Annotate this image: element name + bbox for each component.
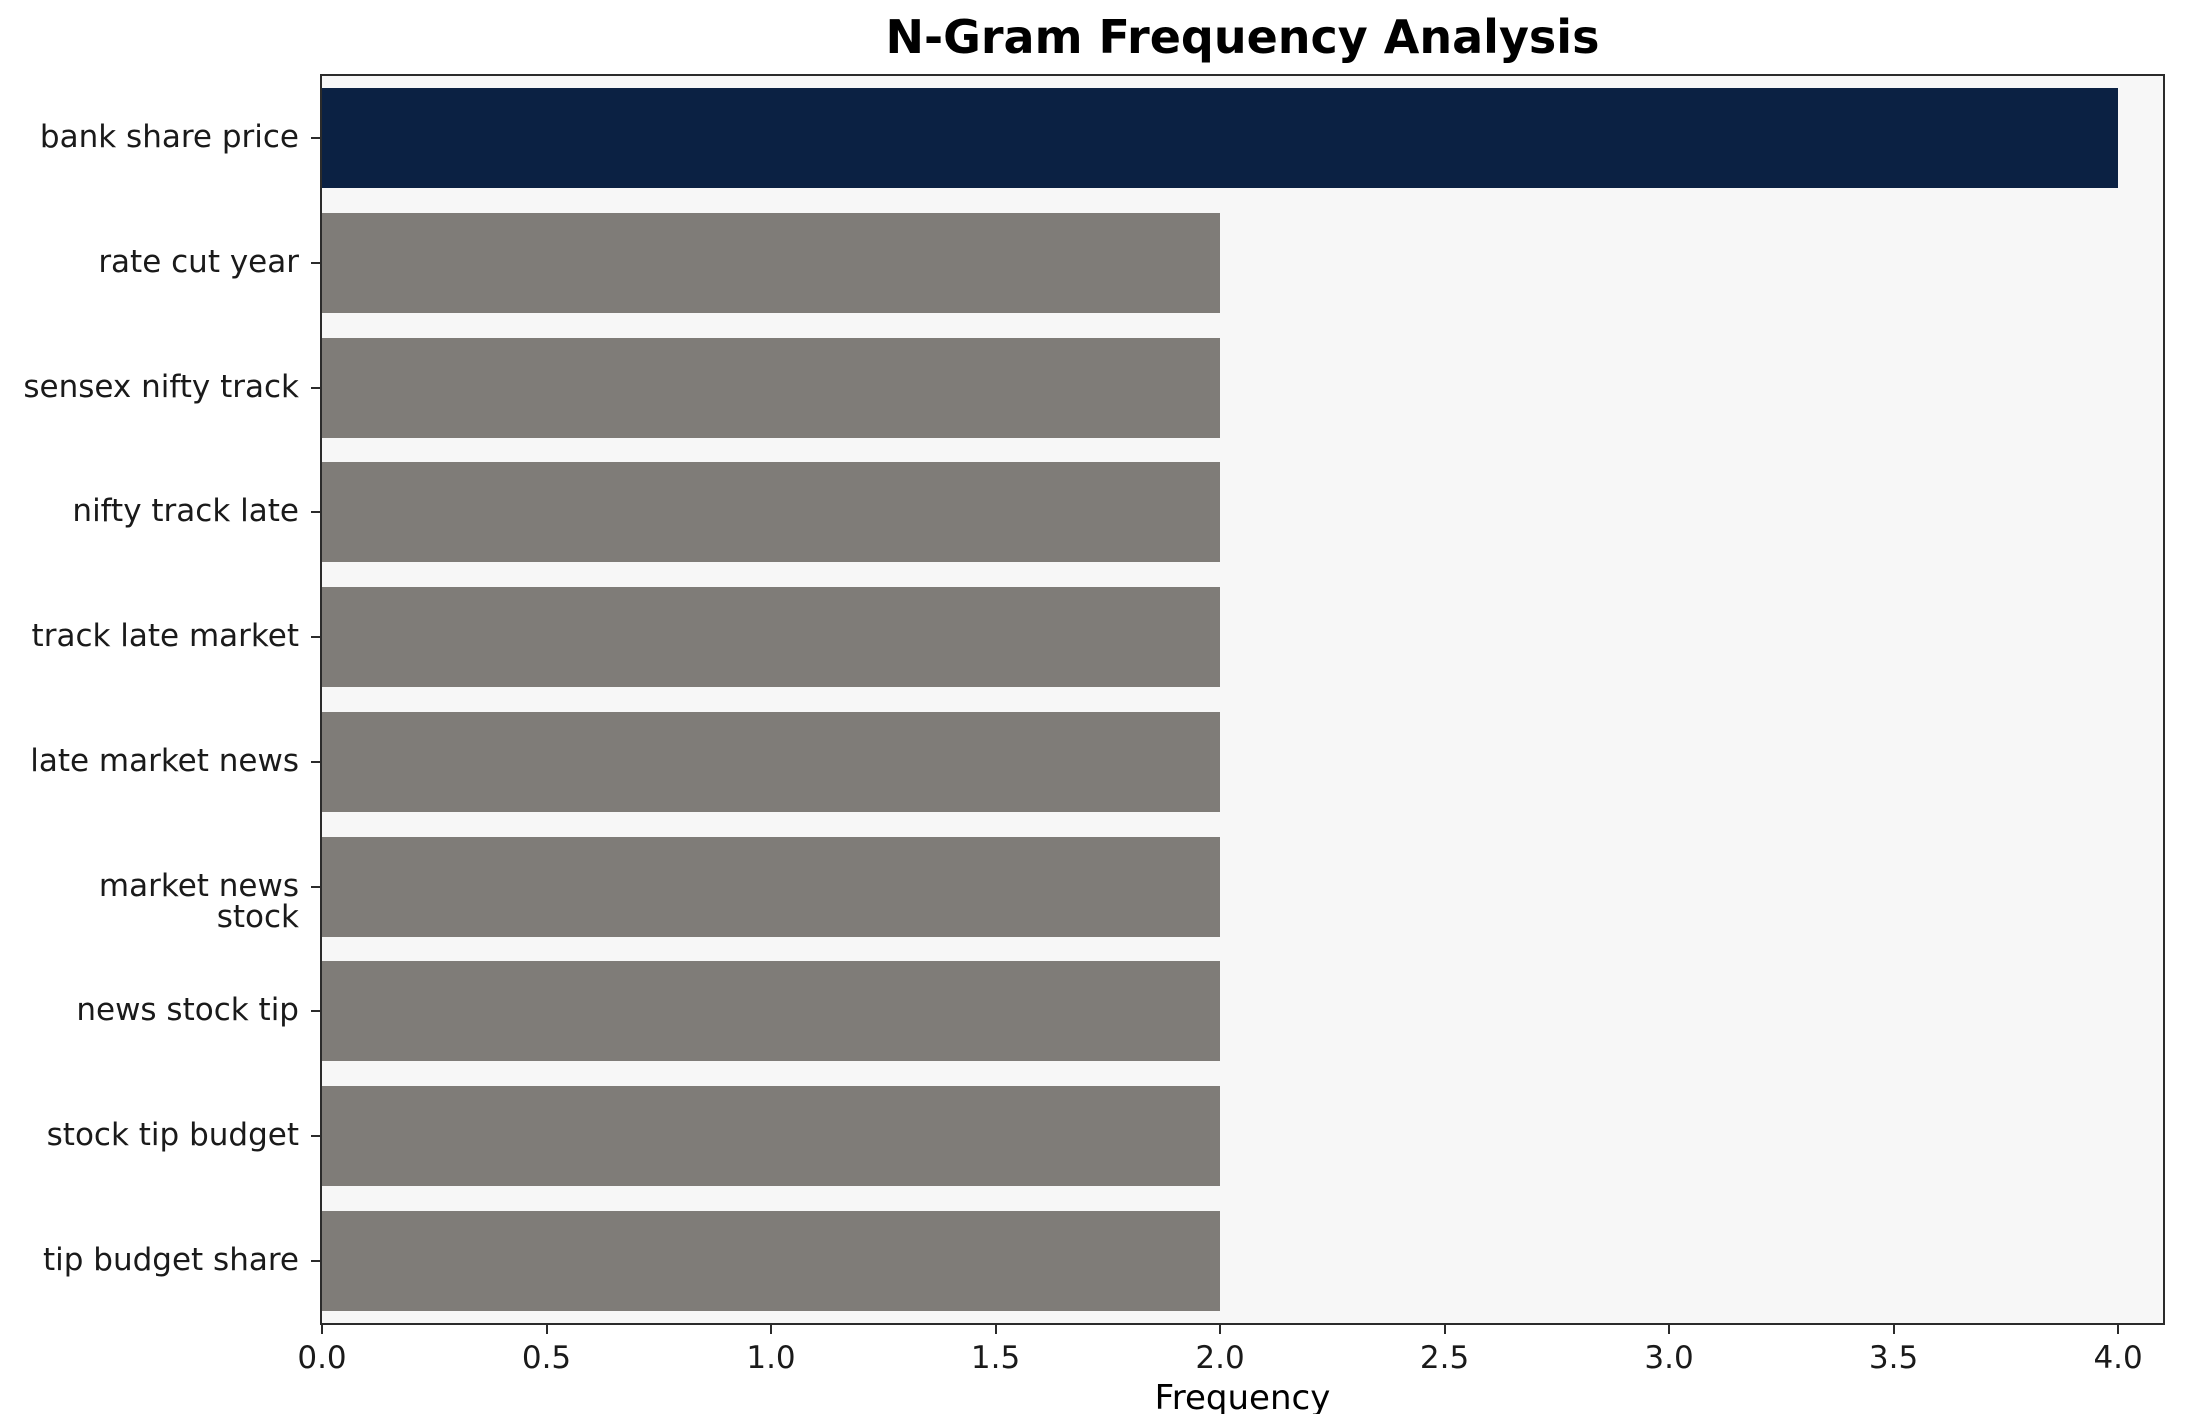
category-label: sensex nifty track: [23, 368, 299, 405]
category-label: bank share price: [39, 119, 299, 156]
x-tick-mark: [770, 1325, 773, 1334]
y-tick-mark: [311, 1134, 320, 1137]
category-label: track late market: [31, 618, 299, 655]
category-label: news stock tip: [76, 992, 299, 1029]
x-tick-label: 1.0: [746, 1340, 796, 1376]
category-label: rate cut year: [98, 244, 299, 281]
bar-market-news-stock: [322, 836, 1221, 937]
bar-stock-tip-budget: [322, 1085, 1221, 1186]
y-tick-mark: [311, 1010, 320, 1013]
x-tick-label: 3.5: [1868, 1340, 1919, 1376]
x-tick-mark: [1443, 1325, 1446, 1334]
bar-news-stock-tip: [322, 961, 1221, 1062]
category-label: stock tip budget: [46, 1116, 299, 1153]
x-tick-label: 0.0: [297, 1340, 347, 1376]
chart-title: N-Gram Frequency Analysis: [885, 10, 1600, 64]
x-tick-mark: [1892, 1325, 1895, 1334]
x-tick-label: 1.5: [970, 1340, 1021, 1376]
category-label: tip budget share: [43, 1241, 299, 1278]
category-label: late market news: [30, 742, 299, 779]
x-tick-label: 2.5: [1419, 1340, 1470, 1376]
x-tick-label: 0.5: [521, 1340, 572, 1376]
bar-bank-share-price: [322, 88, 2119, 189]
x-tick-label: 2.0: [1195, 1340, 1245, 1376]
y-tick-mark: [311, 262, 320, 265]
y-tick-mark: [311, 386, 320, 389]
y-tick-mark: [311, 885, 320, 888]
y-tick-mark: [311, 636, 320, 639]
x-tick-mark: [2117, 1325, 2120, 1334]
x-tick-mark: [994, 1325, 997, 1334]
x-tick-mark: [321, 1325, 323, 1334]
y-tick-mark: [311, 760, 320, 763]
bar-sensex-nifty-track: [322, 337, 1221, 438]
category-label: market news stock: [98, 867, 299, 935]
x-axis-label: Frequency: [1154, 1378, 1331, 1414]
y-tick-mark: [311, 137, 320, 140]
category-label: nifty track late: [72, 493, 299, 530]
x-tick-label: 4.0: [2093, 1340, 2143, 1376]
y-tick-mark: [311, 511, 320, 514]
x-tick-label: 3.0: [1644, 1340, 1694, 1376]
bar-nifty-track-late: [322, 462, 1221, 563]
bar-late-market-news: [322, 711, 1221, 812]
bar-rate-cut-year: [322, 213, 1221, 314]
plot-area: [320, 74, 2165, 1325]
y-tick-mark: [311, 1259, 320, 1262]
bar-track-late-market: [322, 587, 1221, 688]
x-tick-mark: [545, 1325, 548, 1334]
x-tick-mark: [1668, 1325, 1671, 1334]
bar-tip-budget-share: [322, 1210, 1221, 1311]
x-tick-mark: [1219, 1325, 1222, 1334]
